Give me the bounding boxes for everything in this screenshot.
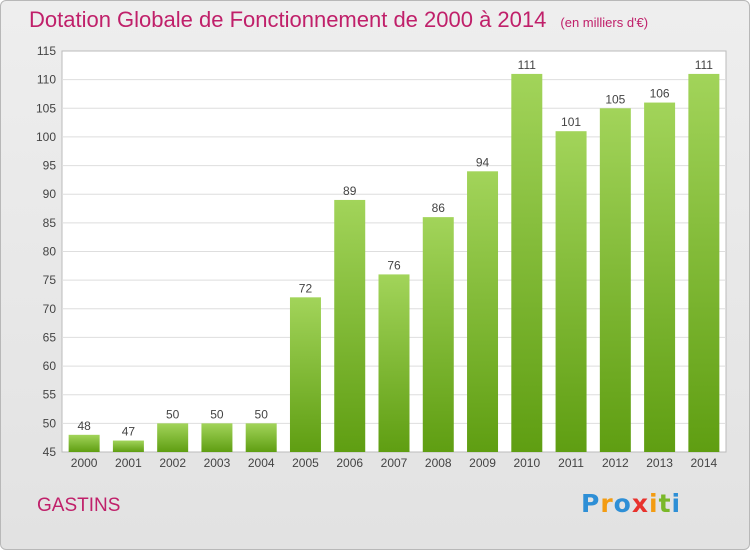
bar-2003 [201, 423, 233, 452]
bar-2001 [112, 440, 144, 452]
data-label-2000: 48 [77, 419, 91, 433]
bar-2014 [688, 73, 720, 453]
data-label-2011: 101 [561, 115, 581, 129]
x-tick-label-2005: 2005 [292, 456, 319, 470]
x-tick-label-2013: 2013 [646, 456, 673, 470]
data-label-2006: 89 [343, 184, 357, 198]
bar-2002 [157, 423, 189, 452]
commune-name: GASTINS [37, 495, 121, 516]
y-tick-label: 115 [37, 44, 56, 58]
bar-2005 [289, 297, 321, 452]
logo-letter: P [581, 489, 601, 518]
x-tick-label-2004: 2004 [248, 456, 275, 470]
y-tick-label: 75 [43, 273, 57, 287]
data-label-2012: 105 [605, 92, 625, 106]
data-label-2001: 47 [122, 425, 136, 439]
bar-2006 [334, 199, 366, 452]
y-tick-label: 45 [43, 445, 57, 459]
y-tick-label: 70 [43, 302, 57, 316]
x-tick-label-2008: 2008 [425, 456, 452, 470]
logo-letter: x [631, 489, 649, 518]
bar-2011 [555, 131, 587, 452]
y-axis-ticks: 45 50 55 60 65 70 75 80 85 90 95 100 105 110 115 [36, 44, 56, 459]
x-tick-label-2012: 2012 [602, 456, 629, 470]
bar-2010 [511, 73, 543, 453]
x-tick-label-2006: 2006 [336, 456, 363, 470]
x-axis-ticks: 2000 2001 2002 2003 2004 2005 2006 2007 2008 2009… [71, 456, 718, 470]
y-tick-label: 110 [37, 73, 56, 87]
logo-letter: i [649, 489, 659, 518]
bar-2013 [644, 102, 676, 453]
y-tick-label: 65 [43, 330, 57, 344]
chart-subtitle: (en milliers d'€) [560, 15, 649, 30]
bar-2000 [68, 434, 100, 452]
y-tick-label: 60 [43, 359, 57, 373]
y-tick-label: 100 [36, 130, 56, 144]
data-label-2013: 106 [650, 87, 670, 101]
data-labels: 48 47 50 50 50 72 89 76 86 94 111 101 105 106 111 [77, 58, 713, 439]
x-tick-label-2010: 2010 [513, 456, 540, 470]
y-tick-label: 80 [43, 245, 57, 259]
data-label-2005: 72 [299, 281, 313, 295]
x-tick-label-2011: 2011 [558, 456, 584, 470]
chart-title: Dotation Globale de Fonctionnement de 20… [29, 7, 648, 33]
y-tick-label: 95 [43, 159, 57, 173]
logo-letter: t [658, 489, 672, 518]
data-label-2009: 94 [476, 155, 490, 169]
bar-2009 [467, 171, 499, 453]
x-tick-label-2002: 2002 [159, 456, 186, 470]
bars [68, 73, 720, 453]
data-label-2002: 50 [166, 407, 180, 421]
logo-letter: i [671, 489, 682, 518]
data-label-2004: 50 [255, 407, 269, 421]
data-label-2014: 111 [695, 58, 714, 72]
bar-2004 [245, 423, 277, 452]
logo-letter: o [613, 489, 632, 518]
proxiti-logo: Proxiti [581, 489, 681, 518]
data-label-2010: 111 [518, 58, 537, 72]
bar-2008 [422, 217, 454, 452]
x-tick-label-2001: 2001 [115, 456, 142, 470]
chart-title-text: Dotation Globale de Fonctionnement de 20… [29, 7, 547, 32]
x-tick-label-2014: 2014 [691, 456, 718, 470]
bar-2012 [599, 108, 631, 453]
y-tick-label: 50 [43, 416, 57, 430]
bar-2007 [378, 274, 410, 452]
logo-letter: r [600, 489, 614, 518]
y-tick-label: 55 [43, 388, 57, 402]
data-label-2003: 50 [210, 407, 224, 421]
y-tick-label: 85 [43, 216, 57, 230]
x-tick-label-2007: 2007 [381, 456, 408, 470]
data-label-2008: 86 [432, 201, 446, 215]
data-label-2007: 76 [387, 258, 401, 272]
y-tick-label: 90 [43, 187, 57, 201]
x-tick-label-2000: 2000 [71, 456, 98, 470]
x-tick-label-2009: 2009 [469, 456, 496, 470]
y-tick-label: 105 [36, 101, 56, 115]
x-tick-label-2003: 2003 [204, 456, 231, 470]
